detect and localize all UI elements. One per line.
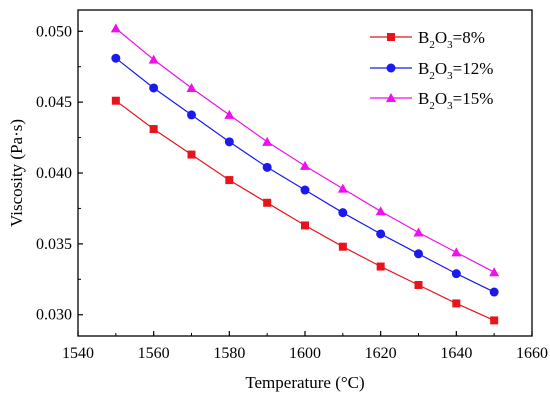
data-point-square [452, 299, 461, 308]
data-point-circle [376, 229, 386, 239]
y-tick-label: 0.050 [36, 23, 72, 40]
data-point-square [301, 221, 309, 230]
data-point-circle [187, 110, 196, 120]
data-point-triangle [300, 160, 310, 170]
data-point-circle [414, 249, 423, 259]
legend-marker-triangle [386, 93, 396, 102]
data-point-circle [451, 269, 461, 279]
data-point-square [225, 176, 234, 185]
data-point-circle [300, 185, 310, 195]
y-tick-label: 0.035 [36, 236, 72, 253]
y-tick-label: 0.045 [36, 94, 72, 111]
axis-ticks: 1540 1560 1580 1600 1620 1640 1660 0.030 0.035 0.… [36, 23, 548, 362]
legend-marker-square [387, 33, 395, 41]
series-line-1 [115, 100, 495, 321]
data-point-triangle [375, 206, 386, 216]
data-point-circle [111, 53, 121, 63]
data-point-triangle [186, 82, 197, 92]
data-point-square [149, 125, 158, 134]
legend-item-1: B2O3=8% [370, 28, 485, 51]
legend: B2O3=8% B2O3=12% B2O3=15% [370, 28, 493, 112]
x-tick-label: 1620 [365, 345, 397, 362]
data-point-square [187, 150, 196, 159]
data-point-square [263, 198, 272, 207]
legend-label-2: B2O3=12% [418, 59, 493, 82]
data-point-circle [262, 162, 272, 172]
data-point-triangle [451, 247, 462, 257]
data-point-square [111, 96, 120, 105]
x-tick-label: 1640 [440, 345, 472, 362]
data-point-circle [338, 208, 348, 218]
x-tick-label: 1580 [213, 345, 245, 362]
data-point-square [414, 280, 423, 289]
legend-label-1: B2O3=8% [418, 28, 485, 51]
data-point-triangle [262, 136, 273, 146]
data-point-circle [149, 83, 159, 93]
legend-item-2: B2O3=12% [370, 59, 493, 82]
data-point-square [376, 262, 385, 271]
data-point-circle [489, 287, 499, 297]
legend-item-3: B2O3=15% [370, 89, 493, 112]
data-point-square [338, 242, 347, 251]
legend-marker-circle [386, 63, 396, 73]
y-tick-label: 0.030 [36, 307, 72, 324]
series-group [110, 23, 500, 325]
x-axis-title: Temperature (°C) [245, 373, 364, 392]
x-tick-label: 1600 [289, 345, 321, 362]
y-axis-title: Viscosity (Pa·s) [7, 119, 26, 227]
x-tick-label: 1560 [138, 345, 170, 362]
data-point-triangle [337, 183, 348, 193]
data-point-triangle [489, 267, 500, 277]
x-tick-label: 1660 [516, 345, 548, 362]
data-point-triangle [224, 109, 235, 119]
data-point-circle [224, 137, 234, 147]
y-tick-label: 0.040 [36, 165, 72, 182]
data-point-triangle [148, 54, 159, 64]
data-point-triangle [413, 227, 424, 237]
data-point-square [490, 316, 499, 325]
legend-label-3: B2O3=15% [418, 89, 493, 112]
data-point-triangle [110, 23, 121, 33]
x-tick-label: 1540 [62, 345, 94, 362]
